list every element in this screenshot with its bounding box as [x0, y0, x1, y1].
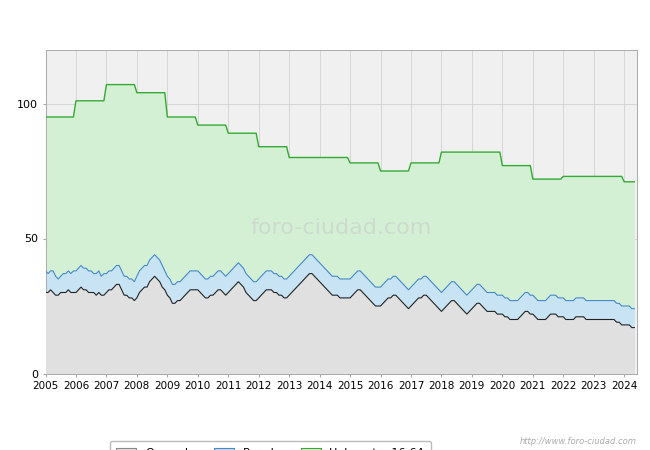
Text: Cubillas de los Oteros - Evolucion de la poblacion en edad de Trabajar Mayo de 2: Cubillas de los Oteros - Evolucion de la…: [31, 13, 619, 27]
Text: foro-ciudad.com: foro-ciudad.com: [250, 218, 432, 238]
Text: http://www.foro-ciudad.com: http://www.foro-ciudad.com: [520, 436, 637, 446]
Legend: Ocupados, Parados, Hab. entre 16-64: Ocupados, Parados, Hab. entre 16-64: [110, 441, 431, 450]
